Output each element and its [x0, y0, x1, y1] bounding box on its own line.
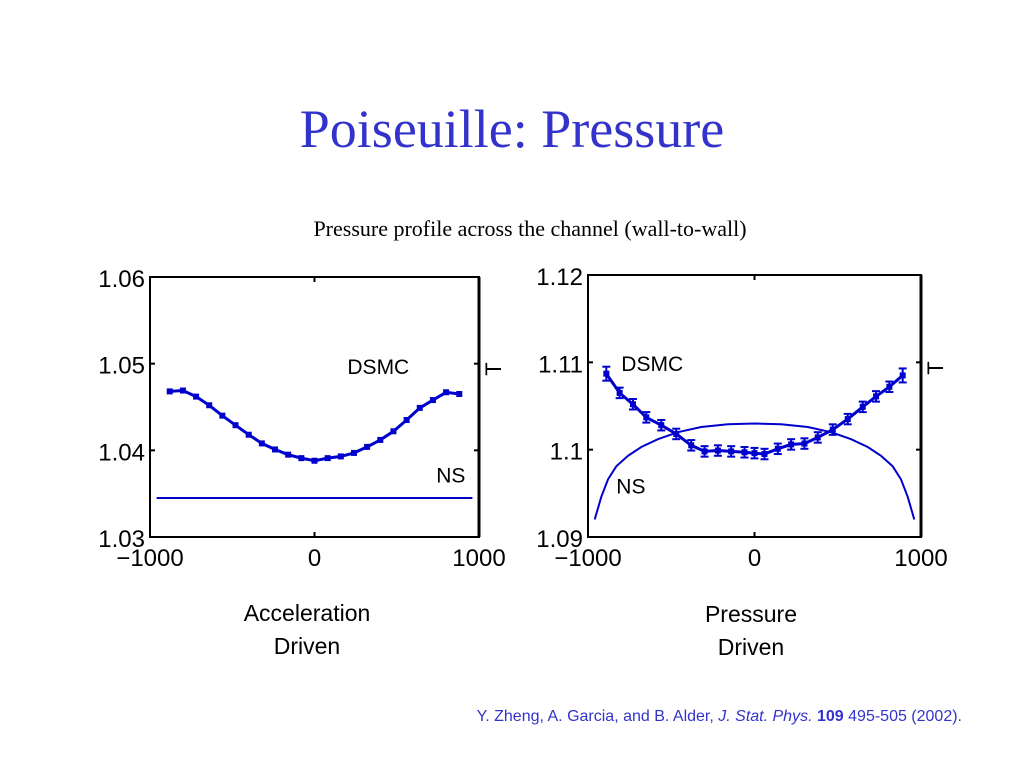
citation-journal: J. Stat. Phys.: [718, 708, 813, 725]
data-point: [206, 402, 213, 409]
right-axis-label: T: [481, 362, 506, 375]
data-point: [829, 426, 836, 433]
citation-pages: 495-505 (2002).: [848, 708, 962, 725]
x-tick-label: −1000: [554, 545, 621, 572]
data-point: [429, 397, 436, 404]
data-point: [629, 401, 636, 408]
data-point: [456, 391, 463, 397]
data-point: [245, 431, 252, 438]
data-point: [298, 455, 305, 462]
data-point: [616, 389, 623, 396]
y-tick-label: 1.03: [98, 526, 145, 553]
data-point: [714, 447, 721, 454]
y-tick-label: 1.06: [98, 266, 145, 293]
caption-left-line2: Driven: [273, 633, 341, 659]
data-point: [390, 428, 397, 435]
data-point: [688, 442, 695, 449]
annotation-ns: NS: [436, 464, 465, 487]
data-point: [179, 387, 186, 394]
data-point: [788, 441, 795, 448]
x-tick-label: −1000: [116, 545, 183, 572]
data-point: [658, 422, 665, 429]
data-point: [741, 449, 748, 456]
data-point: [272, 446, 279, 453]
annotation-ns: NS: [616, 475, 645, 498]
data-point: [673, 430, 680, 437]
caption-right-line2: Driven: [717, 634, 785, 660]
data-point: [443, 389, 450, 396]
data-point: [311, 457, 318, 464]
data-point: [232, 422, 239, 429]
citation: Y. Zheng, A. Garcia, and B. Alder, J. St…: [477, 708, 962, 726]
x-tick-label: 1000: [452, 545, 505, 572]
data-point: [377, 436, 384, 443]
y-tick-label: 1.11: [538, 351, 583, 378]
caption-acceleration-driven: Acceleration Driven: [207, 597, 407, 663]
citation-volume: 109: [816, 708, 844, 725]
data-point: [166, 388, 173, 395]
data-point: [364, 443, 371, 450]
data-point: [643, 414, 650, 421]
data-point: [416, 404, 423, 411]
data-point: [761, 451, 768, 458]
y-tick-label: 1.1: [550, 439, 583, 466]
annotation-dsmc: DSMC: [347, 356, 409, 379]
data-point: [801, 440, 808, 447]
data-point: [859, 403, 866, 410]
slide-title: Poiseuille: Pressure: [299, 99, 725, 159]
x-tick-label: 0: [748, 545, 761, 572]
data-point: [193, 393, 200, 400]
data-point: [219, 412, 226, 419]
data-point: [285, 451, 292, 458]
data-point: [324, 455, 331, 462]
y-tick-label: 1.04: [98, 439, 145, 466]
data-point: [728, 448, 735, 455]
data-point: [603, 370, 610, 377]
series-ns-line: [593, 422, 916, 520]
x-tick-label: 1000: [894, 545, 947, 572]
data-point: [350, 449, 357, 456]
y-tick-label: 1.12: [536, 264, 583, 291]
y-tick-label: 1.05: [98, 353, 145, 380]
data-point: [814, 434, 821, 441]
data-point: [337, 453, 344, 460]
data-point: [774, 445, 781, 452]
data-point: [899, 372, 906, 379]
annotation-dsmc: DSMC: [621, 353, 683, 376]
data-point: [844, 416, 851, 423]
caption-right-line1: Pressure: [704, 601, 798, 627]
data-point: [258, 440, 265, 447]
data-point: [403, 417, 410, 423]
data-point: [751, 450, 758, 457]
citation-authors: Y. Zheng, A. Garcia, and B. Alder,: [476, 708, 714, 725]
data-point: [873, 393, 880, 400]
caption-pressure-driven: Pressure Driven: [651, 598, 851, 664]
y-tick-label: 1.09: [536, 526, 583, 553]
right-axis-label: T: [923, 361, 948, 374]
data-point: [701, 448, 708, 455]
data-point: [886, 383, 893, 390]
slide-subtitle: Pressure profile across the channel (wal…: [313, 216, 747, 241]
x-tick-label: 0: [308, 545, 321, 572]
caption-left-line1: Acceleration: [243, 600, 371, 626]
